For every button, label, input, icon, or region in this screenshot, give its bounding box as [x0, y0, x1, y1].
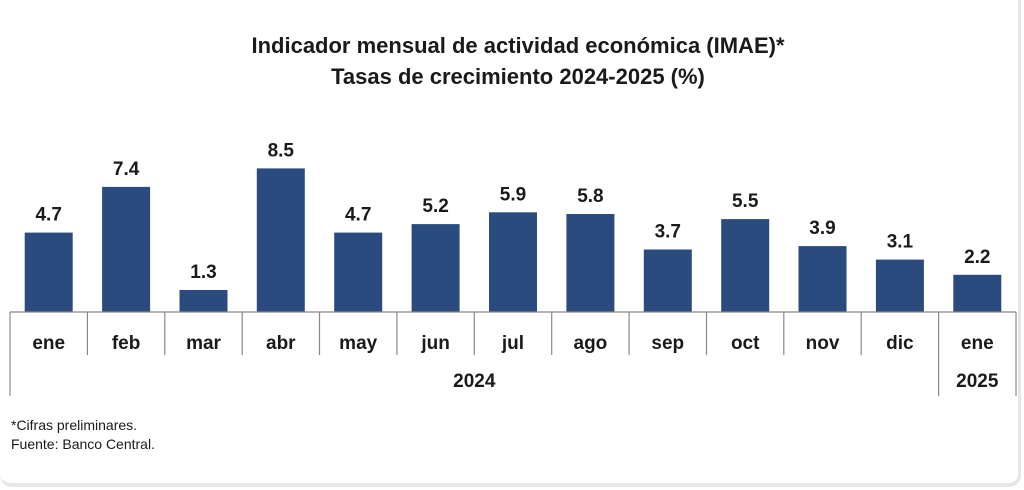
value-label-9: 5.5 — [732, 191, 759, 212]
month-label-6: jul — [501, 333, 524, 354]
bar-6 — [489, 212, 537, 312]
month-label-8: sep — [651, 333, 684, 354]
bar-7 — [566, 214, 615, 312]
bar-4 — [334, 232, 383, 312]
month-label-11: dic — [886, 333, 914, 354]
value-label-0: 4.7 — [35, 205, 61, 226]
value-label-7: 5.8 — [577, 186, 603, 207]
month-label-0: ene — [32, 333, 65, 354]
month-label-9: oct — [731, 333, 760, 354]
month-label-10: nov — [806, 333, 840, 354]
bar-0 — [24, 232, 73, 312]
month-label-2: mar — [186, 333, 221, 354]
value-label-6: 5.9 — [500, 184, 526, 205]
value-label-3: 8.5 — [268, 140, 295, 161]
bar-10 — [798, 246, 847, 312]
value-label-8: 3.7 — [655, 222, 681, 243]
month-label-12: ene — [961, 333, 994, 354]
year-label-0: 2024 — [453, 371, 496, 392]
value-label-1: 7.4 — [113, 159, 140, 180]
bar-9 — [721, 219, 770, 312]
bar-8 — [643, 249, 692, 312]
footnote-source: Fuente: Banco Central. — [11, 436, 155, 452]
value-label-4: 4.7 — [345, 205, 371, 226]
value-label-10: 3.9 — [809, 218, 835, 239]
month-label-5: jun — [420, 333, 450, 354]
value-label-5: 5.2 — [422, 196, 448, 217]
bar-11 — [875, 259, 924, 312]
bar-5 — [411, 224, 460, 312]
plot-area: 4.7 7.4 1.3 8.5 4.7 5.2 5.9 5.8 3.7 5.5 3.9 3.1 2.2 e… — [9, 140, 1017, 396]
bar-3 — [256, 168, 305, 312]
chart-title-line-1: Indicador mensual de actividad económica… — [251, 33, 784, 58]
month-label-1: feb — [112, 333, 141, 354]
month-label-4: may — [339, 333, 377, 354]
chart-title-line-2: Tasas de crecimiento 2024-2025 (%) — [331, 64, 705, 89]
footnote-preliminary: *Cifras preliminares. — [11, 417, 138, 433]
bar-12 — [953, 274, 1002, 312]
value-label-2: 1.3 — [190, 262, 216, 283]
bar-1 — [102, 186, 151, 312]
year-label-1: 2025 — [956, 371, 999, 392]
month-label-3: abr — [266, 333, 296, 354]
month-label-7: ago — [574, 333, 608, 354]
value-label-11: 3.1 — [887, 232, 914, 253]
value-label-12: 2.2 — [964, 247, 990, 268]
bar-2 — [179, 290, 228, 312]
